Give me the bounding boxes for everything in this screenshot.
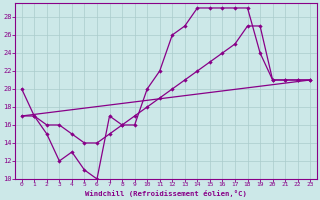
- X-axis label: Windchill (Refroidissement éolien,°C): Windchill (Refroidissement éolien,°C): [85, 190, 247, 197]
